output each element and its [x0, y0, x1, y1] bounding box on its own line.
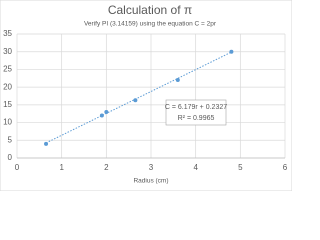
- x-tick-label: 1: [59, 163, 64, 172]
- data-point: [229, 49, 234, 54]
- trendline-label-box: [165, 99, 227, 126]
- x-tick-label: 3: [149, 163, 154, 172]
- data-point: [104, 109, 109, 114]
- trendline: [45, 51, 232, 144]
- trendline-r-squared: R² = 0.9965: [178, 115, 215, 122]
- chart-frame: [0, 0, 292, 191]
- y-tick-label: 15: [3, 100, 12, 109]
- x-tick-label: 2: [104, 163, 109, 172]
- trendline-equation: C = 6.179r + 0.2327: [165, 104, 227, 111]
- data-point: [133, 98, 138, 103]
- chart-subtitle: Verify PI (3.14159) using the equation C…: [84, 21, 217, 28]
- y-tick-label: 30: [3, 47, 12, 56]
- x-tick-label: 0: [15, 163, 20, 172]
- x-tick-label: 5: [238, 163, 243, 172]
- y-tick-label: 0: [8, 153, 13, 162]
- x-axis-label: Radius (cm): [133, 178, 168, 185]
- y-tick-label: 35: [3, 29, 12, 38]
- data-point: [99, 113, 104, 118]
- y-tick-label: 10: [3, 118, 12, 127]
- x-tick-label: 4: [193, 163, 198, 172]
- data-point: [44, 141, 49, 146]
- x-tick-label: 6: [283, 163, 288, 172]
- y-tick-label: 25: [3, 65, 12, 74]
- data-point: [175, 78, 180, 83]
- chart-title: Calculation of π: [108, 3, 192, 17]
- y-tick-label: 5: [8, 135, 13, 144]
- y-tick-label: 20: [3, 82, 12, 91]
- chart: Calculation of π Verify PI (3.14159) usi…: [0, 0, 292, 191]
